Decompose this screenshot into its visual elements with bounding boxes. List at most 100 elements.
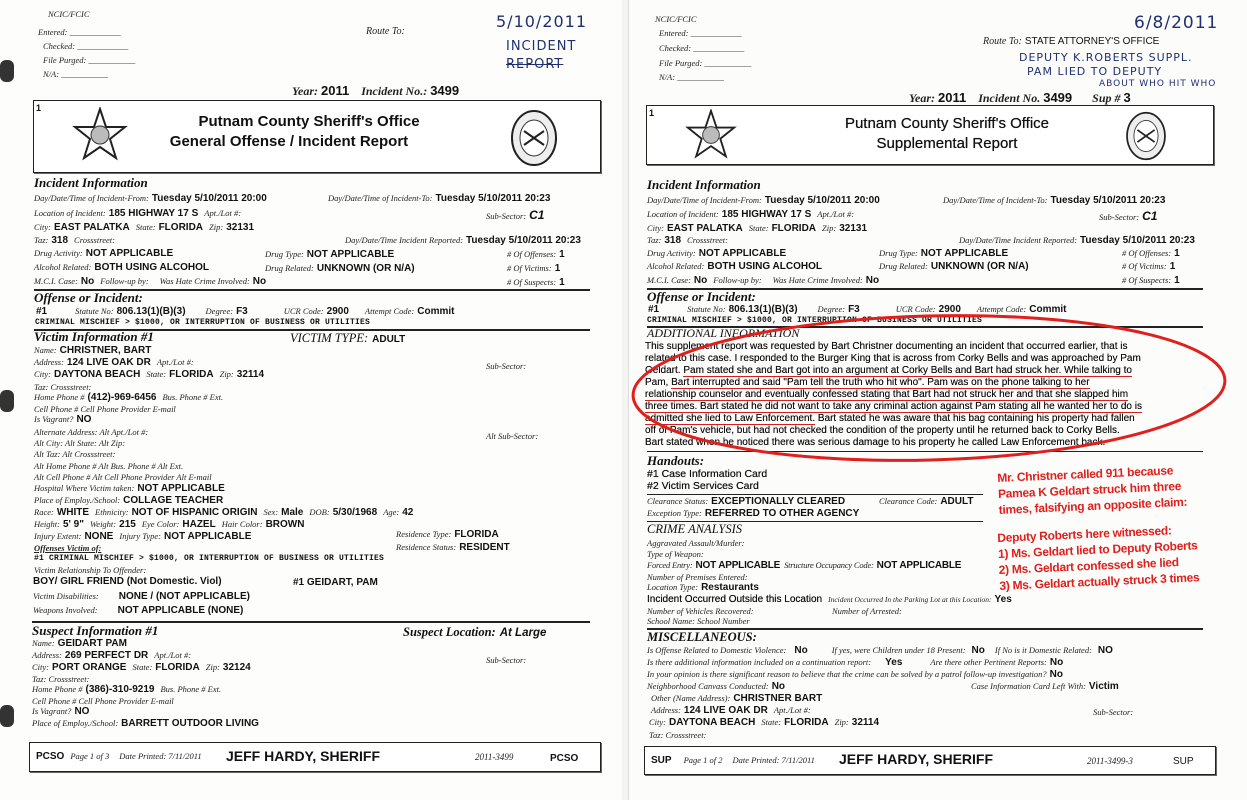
incident-drug-related-1: UNKNOWN (OR N/A) bbox=[930, 261, 1029, 272]
right-misc-card-left-0: Case Information Card Left With: bbox=[971, 681, 1086, 691]
right-misc-pertinent-0: Are there other Pertinent Reports: bbox=[930, 657, 1047, 667]
incident-to-1: Tuesday 5/10/2011 20:23 bbox=[1050, 195, 1166, 206]
left-victim-city-1: DAYTONA BEACH bbox=[54, 369, 141, 380]
form-field: Alcohol Related: BOTH USING ALCOHOL bbox=[647, 262, 828, 272]
incident-hate-1: No bbox=[252, 276, 267, 287]
incident-subsector-0: Sub-Sector: bbox=[486, 211, 527, 221]
left-footer-code: PCSO bbox=[36, 751, 65, 762]
form-field: Home Phone # (386)-310-9219 Bus. Phone # E… bbox=[32, 685, 224, 695]
form-field: Day/Date/Time of Incident-To: Tuesday 5/1… bbox=[943, 196, 1171, 206]
left-victim-eye-1: HAZEL bbox=[182, 519, 216, 530]
right-additional-lines-1-0: related to this case. I responded to the… bbox=[645, 353, 1141, 364]
right-misc-solvable-0: In your opinion is there significant rea… bbox=[647, 669, 1047, 679]
form-field: Injury Extent: NONE Injury Type: NOT APPLIC… bbox=[34, 532, 257, 542]
right-crime-analysis-forced-entry-1: NOT APPLICABLE bbox=[695, 560, 781, 571]
form-field: Name: GEIDART PAM bbox=[32, 639, 133, 649]
right-header-title: Putnam County Sheriff's Office bbox=[844, 115, 1050, 132]
incident-subsector-0: Sub-Sector: bbox=[1099, 212, 1140, 222]
form-field: Address: 269 PERFECT DR Apt./Lot #: bbox=[32, 651, 194, 661]
right-misc-pertinent-1: No bbox=[1049, 657, 1064, 668]
incident-mci-1: No bbox=[80, 276, 95, 287]
right-additional-lines-0-0: This supplement report was requested by … bbox=[645, 341, 1128, 352]
right-misc-canvass-1: No bbox=[771, 681, 786, 692]
incident-victims-1: 1 bbox=[554, 263, 561, 274]
incident-followup: Follow-up by: bbox=[100, 276, 149, 286]
form-field: # Of Suspects: 1 bbox=[507, 278, 571, 288]
left-victim-eye-0: Eye Color: bbox=[141, 519, 180, 529]
offense-degree-1: F3 bbox=[848, 304, 860, 315]
form-field: Day/Date/Time of Incident-To: Tuesday 5/1… bbox=[328, 194, 556, 204]
report-header: 1 Putnam County Sheriff's Office General… bbox=[33, 100, 601, 173]
left-victim-dob-0: DOB: bbox=[309, 507, 330, 517]
form-field: M.C.I. Case: No Follow-up by: Was Hate Crim… bbox=[647, 276, 885, 286]
form-field: # Of Suspects: 1 bbox=[1122, 276, 1186, 286]
divider bbox=[647, 326, 1203, 328]
incident-subsector-1: C1 bbox=[1142, 209, 1158, 223]
left-victim-hair-1: BROWN bbox=[265, 519, 305, 530]
right-misc-continuation-0: Is there additional information included… bbox=[647, 657, 872, 667]
right-sup-1: 3 bbox=[1123, 90, 1131, 105]
left-suspect-location-1: At Large bbox=[499, 627, 547, 639]
ncic-label: NCIC/FCIC bbox=[48, 9, 90, 19]
form-field: Suspect Location: At Large bbox=[403, 626, 552, 640]
narrative-line: off of Pam's vehicle, but had not checke… bbox=[645, 426, 1120, 436]
incident-state-1: FLORIDA bbox=[771, 223, 817, 234]
right-misc-other-0: Other (Name Address): bbox=[651, 693, 731, 703]
form-field: Is Offense Related to Domestic Violence:… bbox=[647, 646, 1119, 656]
left-suspect-state-1: FLORIDA bbox=[155, 662, 200, 673]
subsector-value: C1 bbox=[529, 208, 545, 222]
form-field: Taz: 318 Crossstreet: bbox=[34, 236, 118, 246]
left-victim-age-0: Age: bbox=[383, 507, 400, 517]
incident-drug-related-0: Drug Related: bbox=[265, 263, 314, 273]
incident-taz-0: Taz: bbox=[647, 235, 662, 245]
right-crime-analysis-occupancy-0: Structure Occupancy Code: bbox=[784, 560, 874, 570]
left-incident-no-1: 3499 bbox=[430, 83, 460, 98]
offense-ucr-1: 2900 bbox=[938, 304, 961, 315]
form-field: Exception Type: REFERRED TO OTHER AGENCY bbox=[647, 509, 865, 519]
left-victim-weight-1: 215 bbox=[119, 519, 136, 530]
divider bbox=[32, 621, 590, 623]
form-field: City: PORT ORANGE State: FLORIDA Zip: 32124 bbox=[32, 663, 257, 673]
left-suspect-employ-1: BARRETT OUTDOOR LIVING bbox=[121, 718, 259, 729]
incident-zip-0: Zip: bbox=[822, 223, 837, 233]
city-value: EAST PALATKA bbox=[54, 222, 130, 233]
left-victim-weight-0: Weight: bbox=[90, 519, 117, 529]
left-suspect-location-0: Suspect Location: bbox=[403, 625, 496, 639]
left-suspect-city-1: PORT ORANGE bbox=[52, 662, 127, 673]
incident-offenses-0: # Of Offenses: bbox=[1122, 248, 1172, 258]
left-victim-alt-city: Alt City: Alt State: Alt Zip: bbox=[34, 438, 126, 448]
incident-location-0: Location of Incident: bbox=[34, 208, 106, 218]
form-field: VICTIM TYPE: ADULT bbox=[290, 332, 411, 345]
form-field: File Purged: ___________ bbox=[659, 58, 752, 68]
right-ncic-entered: Entered: bbox=[659, 28, 689, 38]
route-to: Route To: STATE ATTORNEY'S OFFICE bbox=[983, 37, 1165, 47]
right-header-page-no: 1 bbox=[649, 108, 655, 118]
left-suspect-vagrant-1: NO bbox=[74, 706, 90, 717]
handout-item: #2 Victim Services Card bbox=[647, 480, 759, 492]
right-crime-analysis-parking-1: Yes bbox=[994, 594, 1012, 605]
left-victim-subsector: Sub-Sector: bbox=[486, 361, 527, 371]
offense-ucr-0: UCR Code: bbox=[283, 306, 324, 316]
left-victim-residence-type-1: FLORIDA bbox=[454, 529, 499, 540]
right-crime-analysis-vehicles: Number of Vehicles Recovered: bbox=[647, 606, 754, 616]
right-clearance-exception-1: REFERRED TO OTHER AGENCY bbox=[704, 508, 860, 519]
incident-zip-1: 32131 bbox=[839, 223, 868, 234]
footer-sheriff: JEFF HARDY, SHERIFF bbox=[839, 751, 994, 767]
form-field: Sub-Sector: C1 bbox=[486, 209, 550, 221]
left-year-1: 2011 bbox=[321, 83, 350, 98]
right-route-to-1: STATE ATTORNEY'S OFFICE bbox=[1024, 36, 1160, 47]
form-field: Place of Employ./School: COLLAGE TEACHER bbox=[34, 496, 229, 506]
offense-heading: Offense or Incident: bbox=[34, 290, 143, 305]
right-additional-lines-2-1: Pam stated she and Bart got into an argu… bbox=[683, 365, 1132, 377]
additional-info-heading: ADDITIONAL INFORMATION bbox=[647, 326, 800, 340]
incident-alcohol-1: BOTH USING ALCOHOL bbox=[94, 262, 209, 273]
left-suspect-city-0: City: bbox=[32, 662, 49, 672]
incident-drug-type-1: NOT APPLICABLE bbox=[920, 248, 1009, 259]
right-misc-continuation-1: Yes bbox=[885, 657, 903, 668]
binder-ring-icon bbox=[0, 390, 14, 412]
left-footer-page: Page 1 of 3 bbox=[70, 751, 110, 761]
left-suspect-apt: Apt./Lot #: bbox=[154, 650, 192, 660]
right-clearance-status-1: EXCEPTIONALLY CLEARED bbox=[711, 496, 846, 507]
right-misc-card-left-1: Victim bbox=[1088, 681, 1119, 692]
form-field: SUP Page 1 of 2 Date Printed: 7/11/2011 bbox=[651, 756, 818, 766]
